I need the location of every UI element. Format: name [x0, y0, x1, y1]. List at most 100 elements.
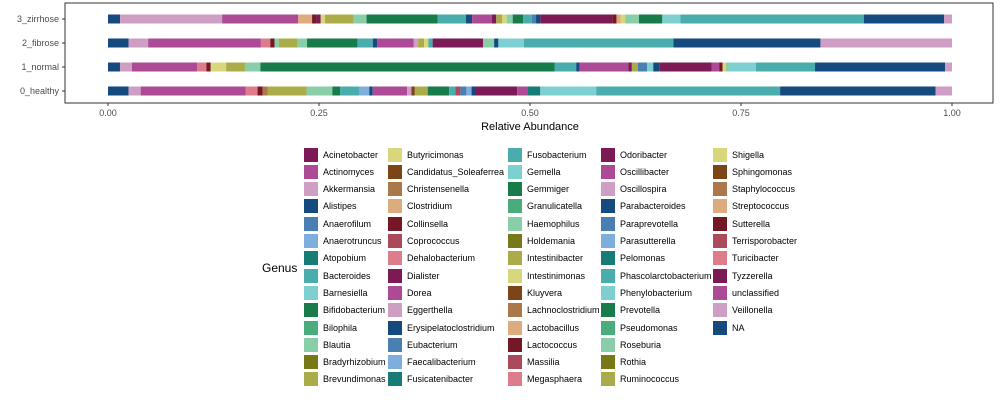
legend-label: Intestinimonas: [527, 270, 586, 281]
legend-item: Bradyrhizobium: [303, 354, 386, 371]
legend-item: Acinetobacter: [303, 146, 378, 163]
bar-segment: [411, 86, 415, 96]
bar-segment: [260, 38, 271, 48]
legend-label: Bifidobacterium: [323, 305, 386, 316]
legend-swatch: [387, 163, 403, 180]
legend-label: Pseudomonas: [620, 322, 678, 333]
legend-label: Odoribacter: [620, 149, 668, 160]
bar-segment: [332, 86, 341, 96]
bar-segment: [944, 14, 952, 24]
legend-item: Coprococcus: [387, 233, 460, 250]
legend-swatch: [600, 215, 616, 232]
bar-segment: [863, 14, 945, 24]
bar-3_zirrhose: [108, 14, 952, 24]
legend-label: Veillonella: [732, 305, 773, 316]
bar-segment: [612, 14, 617, 24]
bar-segment: [120, 14, 223, 24]
bar-segment: [653, 62, 660, 72]
bar-segment: [316, 14, 321, 24]
bar-segment: [474, 86, 518, 96]
legend-swatch: [507, 354, 523, 371]
legend-item: Clostridium: [387, 198, 452, 215]
legend-swatch: [387, 371, 403, 388]
legend-swatch: [387, 302, 403, 319]
legend-swatch: [387, 267, 403, 284]
legend-item: Bifidobacterium: [303, 302, 385, 319]
legend-swatch: [507, 267, 523, 284]
legend-label: Parabacteroides: [620, 201, 686, 212]
legend-label: Lactobacillus: [527, 322, 580, 333]
bar-segment: [460, 86, 467, 96]
bar-segment: [491, 14, 497, 24]
legend-item: Kluyvera: [507, 284, 562, 301]
legend-label: Rothia: [620, 357, 647, 368]
legend-item: Gemella: [507, 163, 561, 180]
legend-swatch: [303, 354, 319, 371]
legend-label: Anaerofilum: [323, 218, 372, 229]
legend-swatch: [303, 250, 319, 267]
bars-layer: [108, 14, 952, 96]
bar-segment: [119, 62, 132, 72]
bar-segment: [358, 86, 370, 96]
bar-segment: [524, 38, 674, 48]
legend-label: Actinomyces: [323, 166, 375, 177]
bar-segment: [576, 62, 580, 72]
bar-segment: [579, 62, 629, 72]
legend: Acinetobacter Actinomyces Akkermansia Alist…: [303, 146, 1000, 392]
legend-item: Lactococcus: [507, 336, 577, 353]
legend-item: Oscillospira: [600, 181, 667, 198]
legend-swatch: [600, 336, 616, 353]
legend-item: Akkermansia: [303, 181, 375, 198]
legend-swatch: [712, 198, 728, 215]
legend-label: Phascolarctobacterium: [620, 270, 712, 281]
bar-segment: [755, 62, 816, 72]
bar-segment: [540, 86, 597, 96]
legend-label: Parasutterella: [620, 236, 676, 246]
legend-swatch: [387, 284, 403, 301]
legend-swatch: [600, 181, 616, 198]
bar-segment: [257, 86, 263, 96]
legend-swatch: [303, 233, 319, 249]
legend-item: Gemmiger: [507, 181, 569, 198]
legend-swatch: [507, 215, 523, 232]
bar-segment: [471, 86, 475, 96]
legend-label: Brevundimonas: [323, 374, 386, 385]
legend-label: Lactococcus: [527, 339, 578, 350]
legend-swatch: [507, 163, 523, 180]
bar-segment: [274, 38, 279, 48]
legend-swatch: [712, 267, 728, 284]
bar-segment: [128, 38, 149, 48]
legend-swatch: [507, 181, 523, 198]
legend-item: Shigella: [712, 146, 764, 163]
legend-label: Bacteroides: [323, 270, 371, 281]
bar-segment: [206, 62, 211, 72]
legend-swatch: [387, 181, 403, 198]
legend-item: Sutterella: [712, 215, 770, 232]
legend-label: Collinsella: [407, 218, 449, 229]
legend-label: Oscillospira: [620, 184, 667, 195]
legend-item: Anaerotruncus: [303, 233, 382, 250]
legend-item: Intestinimonas: [507, 267, 585, 284]
y-tick-label: 1_normal: [21, 62, 59, 72]
legend-item: Turicibacter: [712, 250, 779, 267]
bar-segment: [719, 62, 723, 72]
legend-swatch: [712, 233, 728, 249]
bar-segment: [140, 86, 246, 96]
legend-item: Anaerofilum: [303, 215, 371, 232]
bar-segment: [270, 38, 275, 48]
x-axis-label: Relative Abundance: [481, 121, 579, 133]
legend-item: Dehalobacterium: [387, 250, 475, 267]
bar-segment: [494, 38, 499, 48]
legend-swatch: [387, 198, 403, 215]
legend-item: Terrisporobacter: [712, 233, 797, 250]
legend-item: Rothia: [600, 354, 646, 371]
legend-swatch: [600, 371, 616, 388]
legend-label: Pelomonas: [620, 253, 666, 264]
legend-item: Granulicatella: [507, 198, 582, 215]
legend-label: Prevotella: [620, 305, 661, 316]
legend-label: Terrisporobacter: [732, 236, 798, 246]
legend-label: Paraprevotella: [620, 218, 679, 229]
legend-label: Coprococcus: [407, 236, 460, 246]
x-tick-label: 0.50: [521, 108, 539, 118]
